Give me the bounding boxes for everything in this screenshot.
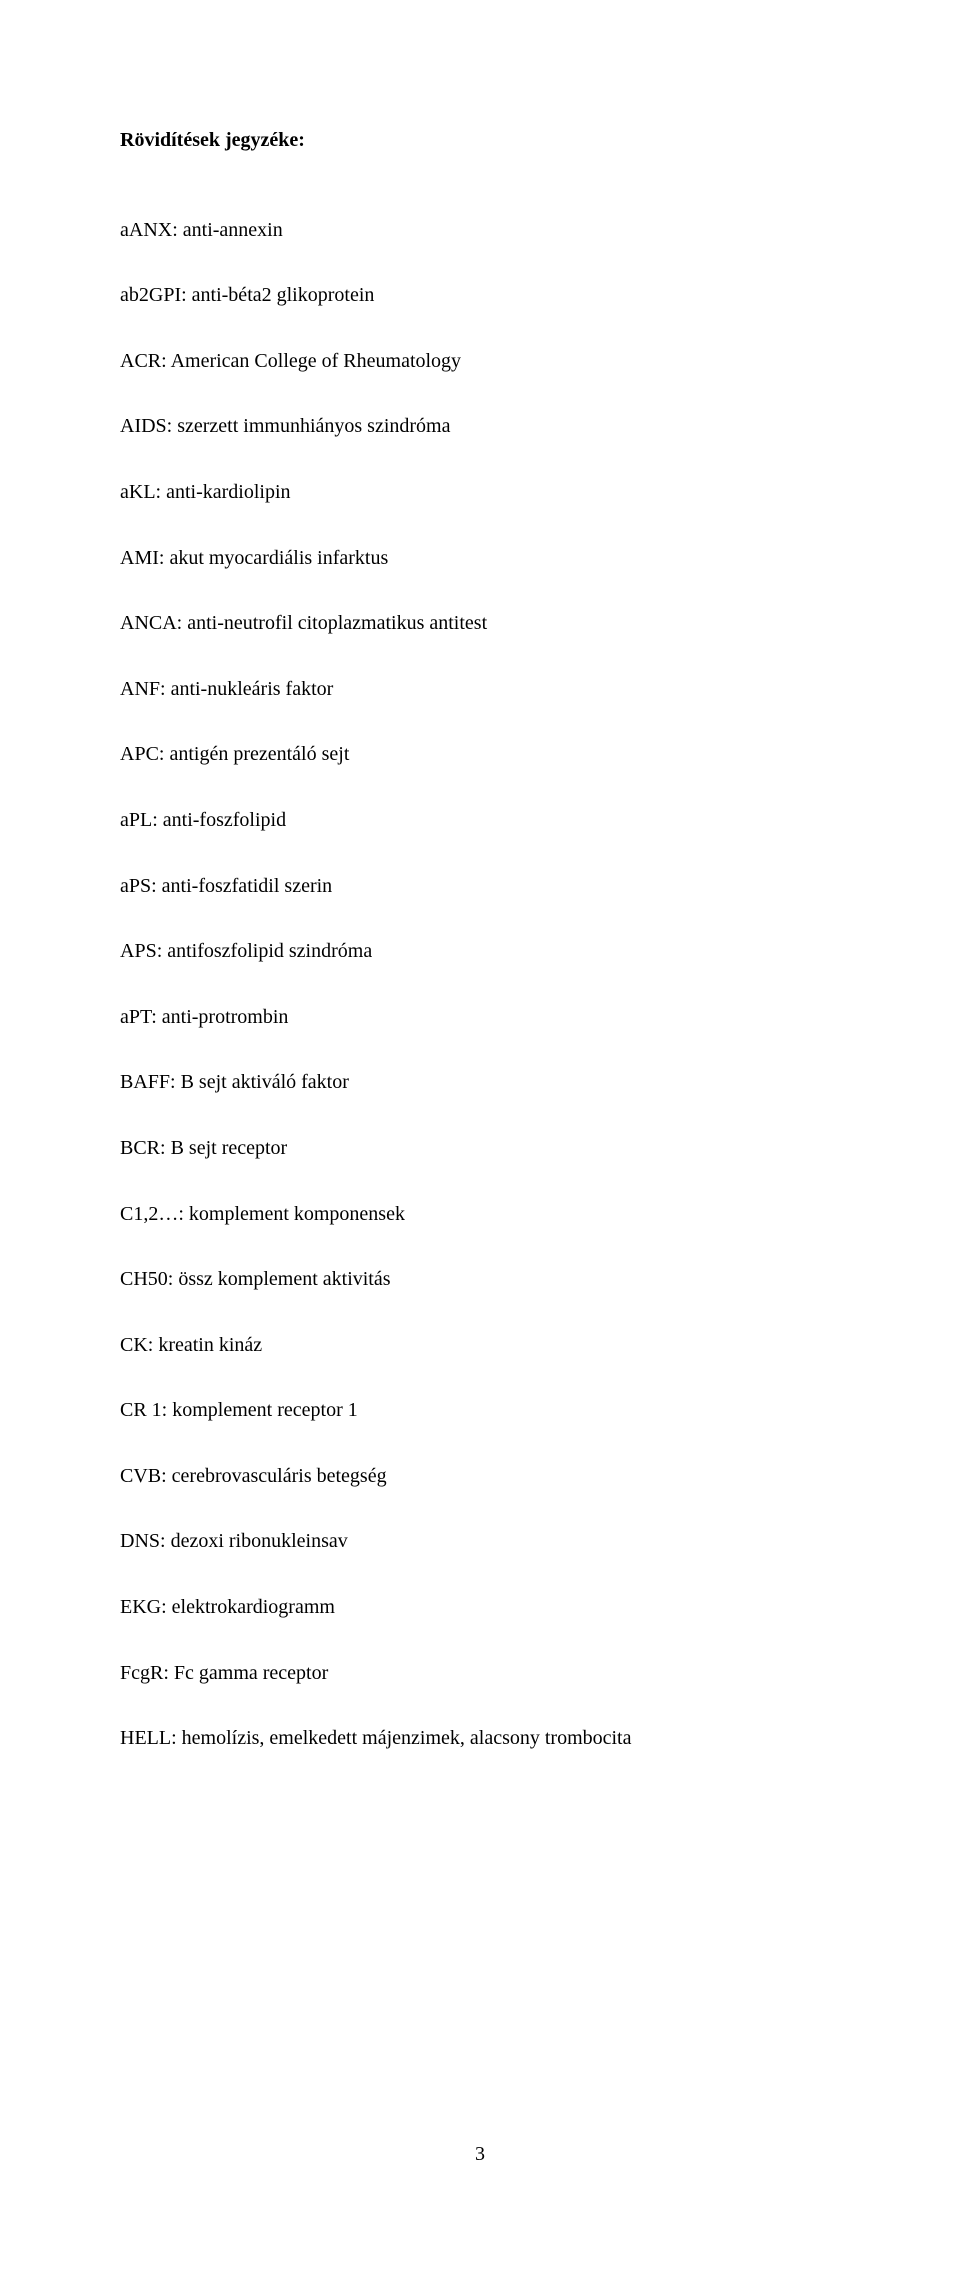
abbreviation-entry: aPS: anti-foszfatidil szerin xyxy=(120,864,840,910)
abbreviation-entry: ANF: anti-nukleáris faktor xyxy=(120,667,840,713)
abbreviation-entry: FcgR: Fc gamma receptor xyxy=(120,1651,840,1697)
abbreviation-entry: CR 1: komplement receptor 1 xyxy=(120,1388,840,1434)
abbreviation-entry: CVB: cerebrovasculáris betegség xyxy=(120,1454,840,1500)
page-title: Rövidítések jegyzéke: xyxy=(120,118,840,164)
abbreviation-entry: AMI: akut myocardiális infarktus xyxy=(120,536,840,582)
abbreviation-entry: AIDS: szerzett immunhiányos szindróma xyxy=(120,404,840,450)
abbreviation-entry: aPL: anti-foszfolipid xyxy=(120,798,840,844)
abbreviation-entry: BCR: B sejt receptor xyxy=(120,1126,840,1172)
page-number: 3 xyxy=(0,2132,960,2178)
abbreviation-entry: BAFF: B sejt aktiváló faktor xyxy=(120,1060,840,1106)
abbreviation-entry: aPT: anti-protrombin xyxy=(120,995,840,1041)
abbreviation-entry: CH50: össz komplement aktivitás xyxy=(120,1257,840,1303)
abbreviation-entry: CK: kreatin kináz xyxy=(120,1323,840,1369)
abbreviation-entry: ANCA: anti-neutrofil citoplazmatikus ant… xyxy=(120,601,840,647)
document-page: Rövidítések jegyzéke: aANX: anti-annexin… xyxy=(0,0,960,2272)
abbreviation-entry: C1,2…: komplement komponensek xyxy=(120,1192,840,1238)
abbreviation-entry: HELL: hemolízis, emelkedett májenzimek, … xyxy=(120,1716,840,1762)
abbreviation-entry: aKL: anti-kardiolipin xyxy=(120,470,840,516)
abbreviation-entry: aANX: anti-annexin xyxy=(120,208,840,254)
abbreviation-entry: ab2GPI: anti-béta2 glikoprotein xyxy=(120,273,840,319)
abbreviation-entry: APS: antifoszfolipid szindróma xyxy=(120,929,840,975)
abbreviation-entry: DNS: dezoxi ribonukleinsav xyxy=(120,1519,840,1565)
abbreviation-entry: ACR: American College of Rheumatology xyxy=(120,339,840,385)
abbreviation-entry: EKG: elektrokardiogramm xyxy=(120,1585,840,1631)
abbreviation-entry: APC: antigén prezentáló sejt xyxy=(120,732,840,778)
